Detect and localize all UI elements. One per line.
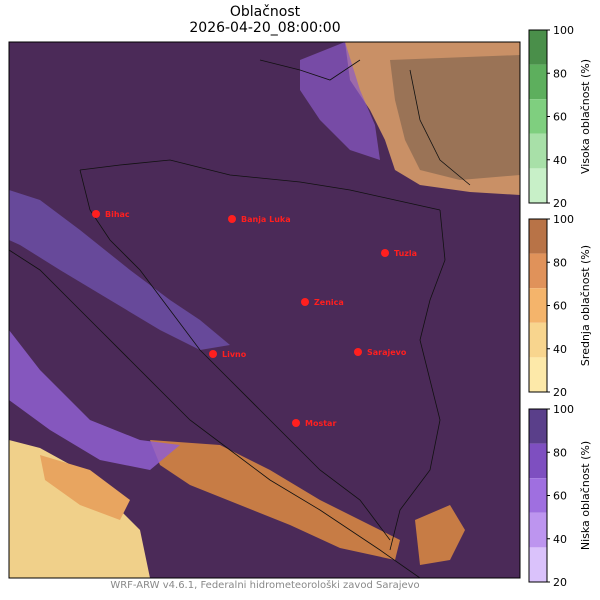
colorbar-segment <box>529 219 547 254</box>
map-frame <box>8 41 521 579</box>
colorbar-tick-label: 100 <box>553 403 574 416</box>
city-label-zenica: Zenica <box>314 298 344 307</box>
map-title: Oblačnost <box>229 4 301 20</box>
colorbars: 100 80 60 40 20 Visoka oblačnost (%) 100 80 60 40… <box>528 24 592 589</box>
city-markers: Bihac Banja Luka Tuzla Zenica Livno Sarajevo M… <box>92 210 417 428</box>
border-hungary <box>259 59 361 81</box>
colorbar-tick-label: 80 <box>553 67 567 80</box>
low-cloud-band-sw <box>9 330 180 470</box>
city-marker-livno <box>209 350 217 358</box>
colorbar-label: Visoka oblačnost (%) <box>579 59 592 174</box>
colorbar-tick-label: 20 <box>553 386 567 399</box>
city-label-tuzla: Tuzla <box>394 249 417 258</box>
colorbar-tick-label: 20 <box>553 197 567 210</box>
city-marker-tuzla <box>381 249 389 257</box>
colorbar-tick-label: 40 <box>553 154 567 167</box>
mid-cloud-core-ne <box>390 55 520 180</box>
map-layers <box>9 42 520 578</box>
colorbar-segment <box>529 168 547 203</box>
border-east <box>389 209 446 551</box>
borders <box>8 59 471 579</box>
colorbar-tick-label: 60 <box>553 300 567 313</box>
colorbar-segment <box>529 478 547 513</box>
colorbar-segment <box>529 512 547 548</box>
city-label-sarajevo: Sarajevo <box>367 348 407 357</box>
colorbar-segment <box>529 64 547 100</box>
colorbar-segment <box>529 443 547 479</box>
colorbar-segment <box>529 133 547 169</box>
colorbar-tick-label: 100 <box>553 213 574 226</box>
colorbar-segment <box>529 322 547 358</box>
colorbar-segment <box>529 357 547 392</box>
mid-cloud-coast <box>150 440 400 560</box>
colorbar-tick-label: 60 <box>553 490 567 503</box>
low-cloud-band-north <box>300 42 380 160</box>
colorbar-tick-label: 20 <box>553 576 567 589</box>
footer-credit: WRF-ARW v4.6.1, Federalni hidrometeorolo… <box>110 580 420 591</box>
colorbar-segment <box>529 288 547 323</box>
colorbar-segment <box>529 99 547 134</box>
city-label-livno: Livno <box>222 350 247 359</box>
low-cloud-band-west <box>9 190 230 350</box>
mid-cloud-montenegro <box>415 505 465 565</box>
colorbar-segment <box>529 253 547 289</box>
coastline <box>8 249 421 579</box>
city-marker-mostar <box>292 419 300 427</box>
colorbar-tick-label: 60 <box>553 111 567 124</box>
colorbar-segment <box>529 30 547 65</box>
city-label-mostar: Mostar <box>305 419 336 428</box>
city-marker-bihac <box>92 210 100 218</box>
border-north <box>79 159 441 211</box>
colorbar-label: Niska oblačnost (%) <box>579 441 592 550</box>
colorbar-tick-label: 100 <box>553 24 574 37</box>
colorbar-label: Srednja oblačnost (%) <box>579 245 592 366</box>
border-serbia <box>409 69 471 186</box>
city-label-banja-luka: Banja Luka <box>241 215 291 224</box>
colorbar-tick-label: 40 <box>553 343 567 356</box>
colorbar-segment <box>529 547 547 582</box>
colorbar-segment <box>529 409 547 444</box>
colorbar-tick-label: 80 <box>553 446 567 459</box>
city-label-bihac: Bihac <box>105 210 130 219</box>
colorbar-tick-label: 80 <box>553 256 567 269</box>
mid-cloud-band-sw <box>40 455 130 520</box>
city-marker-sarajevo <box>354 348 362 356</box>
colorbar-tick-label: 40 <box>553 533 567 546</box>
map-subtitle: 2026-04-20_08:00:00 <box>189 20 341 36</box>
border-west <box>79 169 391 541</box>
city-marker-zenica <box>301 298 309 306</box>
city-marker-banja-luka <box>228 215 236 223</box>
